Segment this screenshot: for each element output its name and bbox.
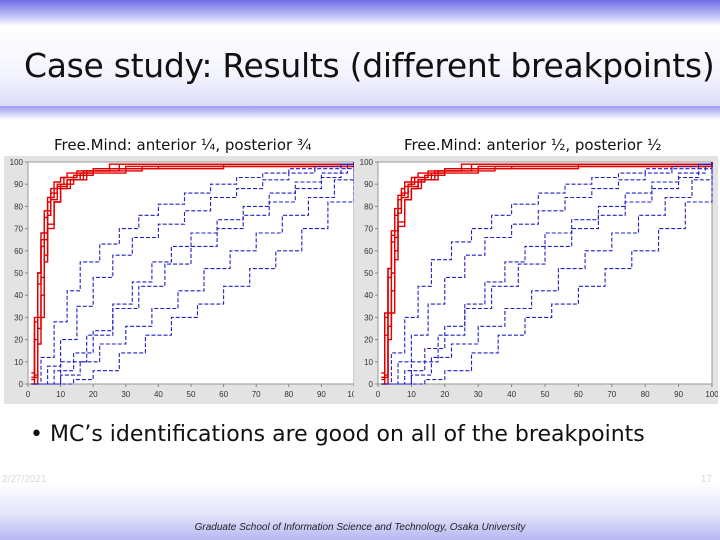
y-tick-label: 100 xyxy=(360,158,374,167)
footer-page-number: 17 xyxy=(700,474,712,485)
y-tick-label: 70 xyxy=(364,225,373,234)
chart-1: 0 10 20 30 40 50 60 70 80 90 100 0 10 20 30 40 50 60 70 80 9… xyxy=(4,156,360,404)
chart-1-title: Free.Mind: anterior ¼, posterior ¾ xyxy=(54,136,312,154)
bullet-dot-icon: • xyxy=(30,422,43,447)
y-tick-label: 40 xyxy=(14,291,23,300)
slide-title-rule xyxy=(0,106,720,120)
x-tick-label: 40 xyxy=(507,390,516,399)
x-tick-label: 70 xyxy=(607,390,616,399)
y-tick-label: 80 xyxy=(14,202,23,211)
y-tick-label: 10 xyxy=(364,358,373,367)
other-series-line-9 xyxy=(388,162,713,385)
x-tick-label: 100 xyxy=(347,390,360,399)
x-tick-label: 90 xyxy=(317,390,326,399)
x-tick-label: 50 xyxy=(187,390,196,399)
y-tick-label: 20 xyxy=(14,336,23,345)
y-tick-label: 0 xyxy=(369,380,374,389)
x-tick-label: 70 xyxy=(252,390,261,399)
bullet-text: MC’s identifications are good on all of … xyxy=(50,422,645,447)
y-tick-label: 90 xyxy=(14,180,23,189)
y-tick-label: 30 xyxy=(364,313,373,322)
chart-2-svg: 0 10 20 30 40 50 60 70 80 90 100 0 10 20 30 40 50 60 70 80 9… xyxy=(360,158,718,399)
y-tick-label: 30 xyxy=(14,313,23,322)
x-tick-label: 80 xyxy=(284,390,293,399)
x-tick-label: 80 xyxy=(641,390,650,399)
other-series-line-9 xyxy=(37,162,355,385)
x-tick-label: 10 xyxy=(56,390,65,399)
slide-bottom-band xyxy=(0,482,720,540)
x-tick-label: 50 xyxy=(541,390,550,399)
other-series-line-11 xyxy=(391,162,713,385)
slide-title-band xyxy=(0,26,720,110)
x-tick-label: 0 xyxy=(26,390,31,399)
slide-top-bar xyxy=(0,0,720,26)
x-tick-label: 30 xyxy=(474,390,483,399)
x-tick-label: 30 xyxy=(121,390,130,399)
x-tick-label: 60 xyxy=(219,390,228,399)
y-tick-label: 50 xyxy=(364,269,373,278)
chart-2-title: Free.Mind: anterior ½, posterior ½ xyxy=(404,136,662,154)
mc-series-line-5 xyxy=(384,162,713,376)
x-tick-label: 60 xyxy=(574,390,583,399)
x-tick-label: 100 xyxy=(705,390,718,399)
y-tick-label: 70 xyxy=(14,225,23,234)
y-tick-label: 100 xyxy=(10,158,24,167)
y-tick-label: 80 xyxy=(364,202,373,211)
plot-area xyxy=(27,161,355,385)
slide-title: Case study: Results (different breakpoin… xyxy=(24,46,715,85)
x-tick-label: 90 xyxy=(674,390,683,399)
y-tick-label: 60 xyxy=(364,247,373,256)
y-tick-label: 90 xyxy=(364,180,373,189)
footer-date: 2/27/2021 xyxy=(2,474,47,485)
footer-institution: Graduate School of Information Science a… xyxy=(194,522,526,533)
other-series-line-11 xyxy=(41,162,355,385)
x-tick-label: 20 xyxy=(440,390,449,399)
y-tick-label: 60 xyxy=(14,247,23,256)
y-tick-label: 10 xyxy=(14,358,23,367)
x-tick-label: 10 xyxy=(407,390,416,399)
y-tick-label: 50 xyxy=(14,269,23,278)
chart-1-svg: 0 10 20 30 40 50 60 70 80 90 100 0 10 20 30 40 50 60 70 80 9… xyxy=(10,158,360,399)
plot-area xyxy=(377,161,713,385)
other-series-line-10 xyxy=(44,162,355,385)
mc-series-line-5 xyxy=(34,162,355,376)
x-tick-label: 0 xyxy=(376,390,381,399)
other-series-line-7 xyxy=(384,162,713,385)
other-series-line-7 xyxy=(34,162,355,385)
other-series-line-10 xyxy=(394,162,713,385)
bullet-point: • MC’s identifications are good on all of… xyxy=(30,422,645,447)
y-tick-label: 40 xyxy=(364,291,373,300)
y-tick-label: 0 xyxy=(19,380,24,389)
chart-2: 0 10 20 30 40 50 60 70 80 90 100 0 10 20 30 40 50 60 70 80 9… xyxy=(354,156,718,404)
x-tick-label: 40 xyxy=(154,390,163,399)
other-series-line-6 xyxy=(31,162,355,385)
x-tick-label: 20 xyxy=(89,390,98,399)
y-tick-label: 20 xyxy=(364,336,373,345)
